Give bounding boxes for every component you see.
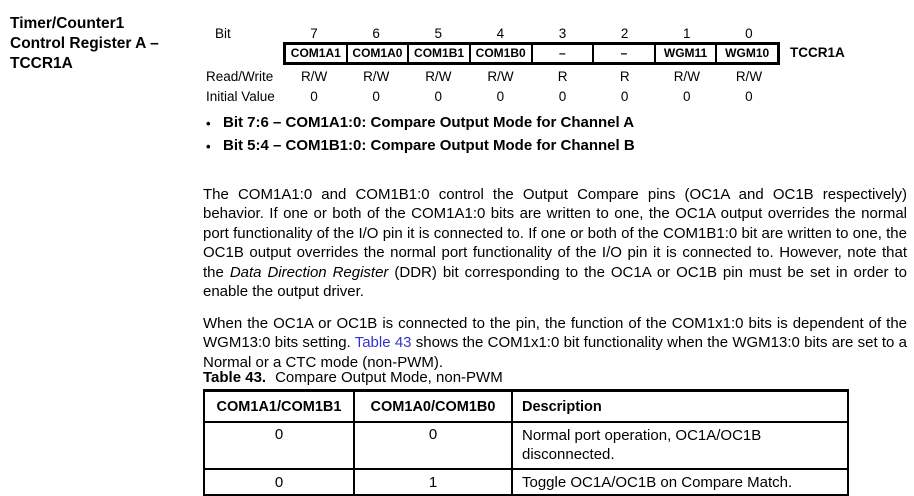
paragraph-text: (DDR) bit corresponding to the OC1A or O… [203, 263, 908, 301]
bit-number: 3 [558, 26, 567, 41]
initial-value: 0 [434, 89, 443, 104]
read-write-value: R/W [735, 69, 763, 84]
bit-number: 1 [683, 26, 691, 41]
initial-value: 0 [310, 89, 318, 104]
read-write-value: R/W [300, 69, 328, 84]
bit-number: 0 [745, 26, 753, 41]
initial-value: 0 [745, 89, 753, 104]
register-field: – [533, 45, 595, 62]
register-bit-box: COM1A1 COM1A0 COM1B1 COM1B0 – – WGM11 WG… [283, 42, 780, 65]
table-cell: Normal port operation, OC1A/OC1B disconn… [511, 421, 849, 470]
list-item: • Bit 7:6 – COM1A1:0: Compare Output Mod… [206, 112, 635, 135]
read-write-value: R/W [425, 69, 452, 84]
column-header: Description [511, 389, 849, 423]
bit-numbers-row: 7 6 5 4 3 2 1 0 [283, 26, 780, 41]
register-name-label: TCCR1A [790, 45, 845, 60]
bullet-icon: • [206, 116, 211, 131]
initial-value-row: 0 0 0 0 0 0 0 0 [283, 89, 780, 104]
bit-number: 5 [434, 26, 443, 41]
section-title-line: Control Register A – [10, 35, 159, 52]
body-paragraph-1: The COM1A1:0 and COM1B1:0 control the Ou… [203, 185, 907, 301]
paragraph-italic-text: Data Direction Register [229, 263, 389, 281]
read-write-value: R [619, 69, 630, 84]
list-item: • Bit 5:4 – COM1B1:0: Compare Output Mod… [206, 135, 635, 158]
read-write-value: R [557, 69, 568, 84]
bit-row-label: Bit [215, 26, 231, 41]
read-write-row: R/W R/W R/W R/W R R R/W R/W [283, 69, 780, 84]
table-caption-title: Compare Output Mode, non-PWM [275, 369, 503, 386]
body-paragraph-2: When the OC1A or OC1B is connected to th… [203, 314, 907, 372]
read-write-value: R/W [487, 69, 514, 84]
initial-value-row-label: Initial Value [206, 89, 275, 104]
bit-number: 2 [620, 26, 629, 41]
table-row: 0 1 Toggle OC1A/OC1B on Compare Match. [203, 468, 849, 496]
initial-value: 0 [620, 89, 629, 104]
table-caption: Table 43. Compare Output Mode, non-PWM [203, 369, 503, 386]
read-write-row-label: Read/Write [206, 69, 274, 84]
table-cell: Toggle OC1A/OC1B on Compare Match. [511, 468, 849, 496]
bullet-text: Bit 7:6 – COM1A1:0: Compare Output Mode … [223, 114, 635, 131]
compare-output-mode-table: COM1A1/COM1B1 COM1A0/COM1B0 Description … [203, 389, 849, 496]
register-field: COM1B0 [471, 45, 533, 62]
register-field: WGM10 [725, 46, 770, 60]
bit-number: 7 [310, 26, 318, 41]
table-cell: 0 [353, 421, 513, 470]
table-cell: 0 [203, 421, 355, 470]
paragraph-text: shows the COM1x1:0 bit functionality whe… [203, 334, 907, 371]
register-field: COM1B1 [409, 45, 471, 62]
paragraph-text: The COM1A1:0 and COM1B1:0 control the Ou… [203, 186, 907, 281]
initial-value: 0 [683, 89, 691, 104]
bit-number: 4 [496, 26, 505, 41]
initial-value: 0 [558, 89, 567, 104]
section-title: Timer/Counter1 Control Register A – TCCR… [10, 14, 159, 74]
read-write-value: R/W [363, 69, 390, 84]
paragraph-text: When the OC1A or OC1B is connected to th… [203, 315, 907, 352]
bullet-icon: • [206, 138, 211, 154]
initial-value: 0 [372, 89, 380, 104]
register-field: COM1A0 [348, 45, 410, 62]
bullet-text: Bit 5:4 – COM1B1:0: Compare Output Mode … [223, 136, 635, 154]
initial-value: 0 [496, 89, 505, 104]
bit-description-list: • Bit 7:6 – COM1A1:0: Compare Output Mod… [206, 112, 635, 157]
column-header: COM1A0/COM1B0 [353, 389, 513, 423]
table-cell: 0 [203, 468, 355, 496]
section-title-line: Timer/Counter1 [10, 15, 125, 32]
table-cell: 1 [353, 468, 513, 496]
bit-number: 6 [372, 26, 380, 41]
table-header-row: COM1A1/COM1B1 COM1A0/COM1B0 Description [203, 389, 849, 423]
table-row: 0 0 Normal port operation, OC1A/OC1B dis… [203, 421, 849, 470]
register-field: – [594, 45, 656, 62]
read-write-value: R/W [673, 69, 700, 84]
table-43-link[interactable]: Table 43 [354, 334, 412, 352]
register-field: COM1A1 [286, 45, 348, 62]
column-header: COM1A1/COM1B1 [203, 389, 355, 423]
table-caption-number: Table 43. [203, 369, 267, 386]
section-title-line: TCCR1A [10, 55, 73, 72]
register-field: WGM11 [656, 45, 718, 62]
